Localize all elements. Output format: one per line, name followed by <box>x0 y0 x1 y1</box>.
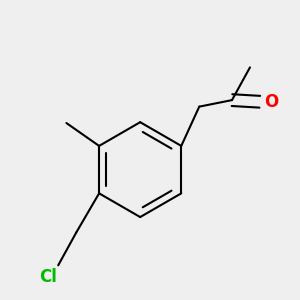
Text: O: O <box>264 93 278 111</box>
Text: Cl: Cl <box>39 268 57 286</box>
